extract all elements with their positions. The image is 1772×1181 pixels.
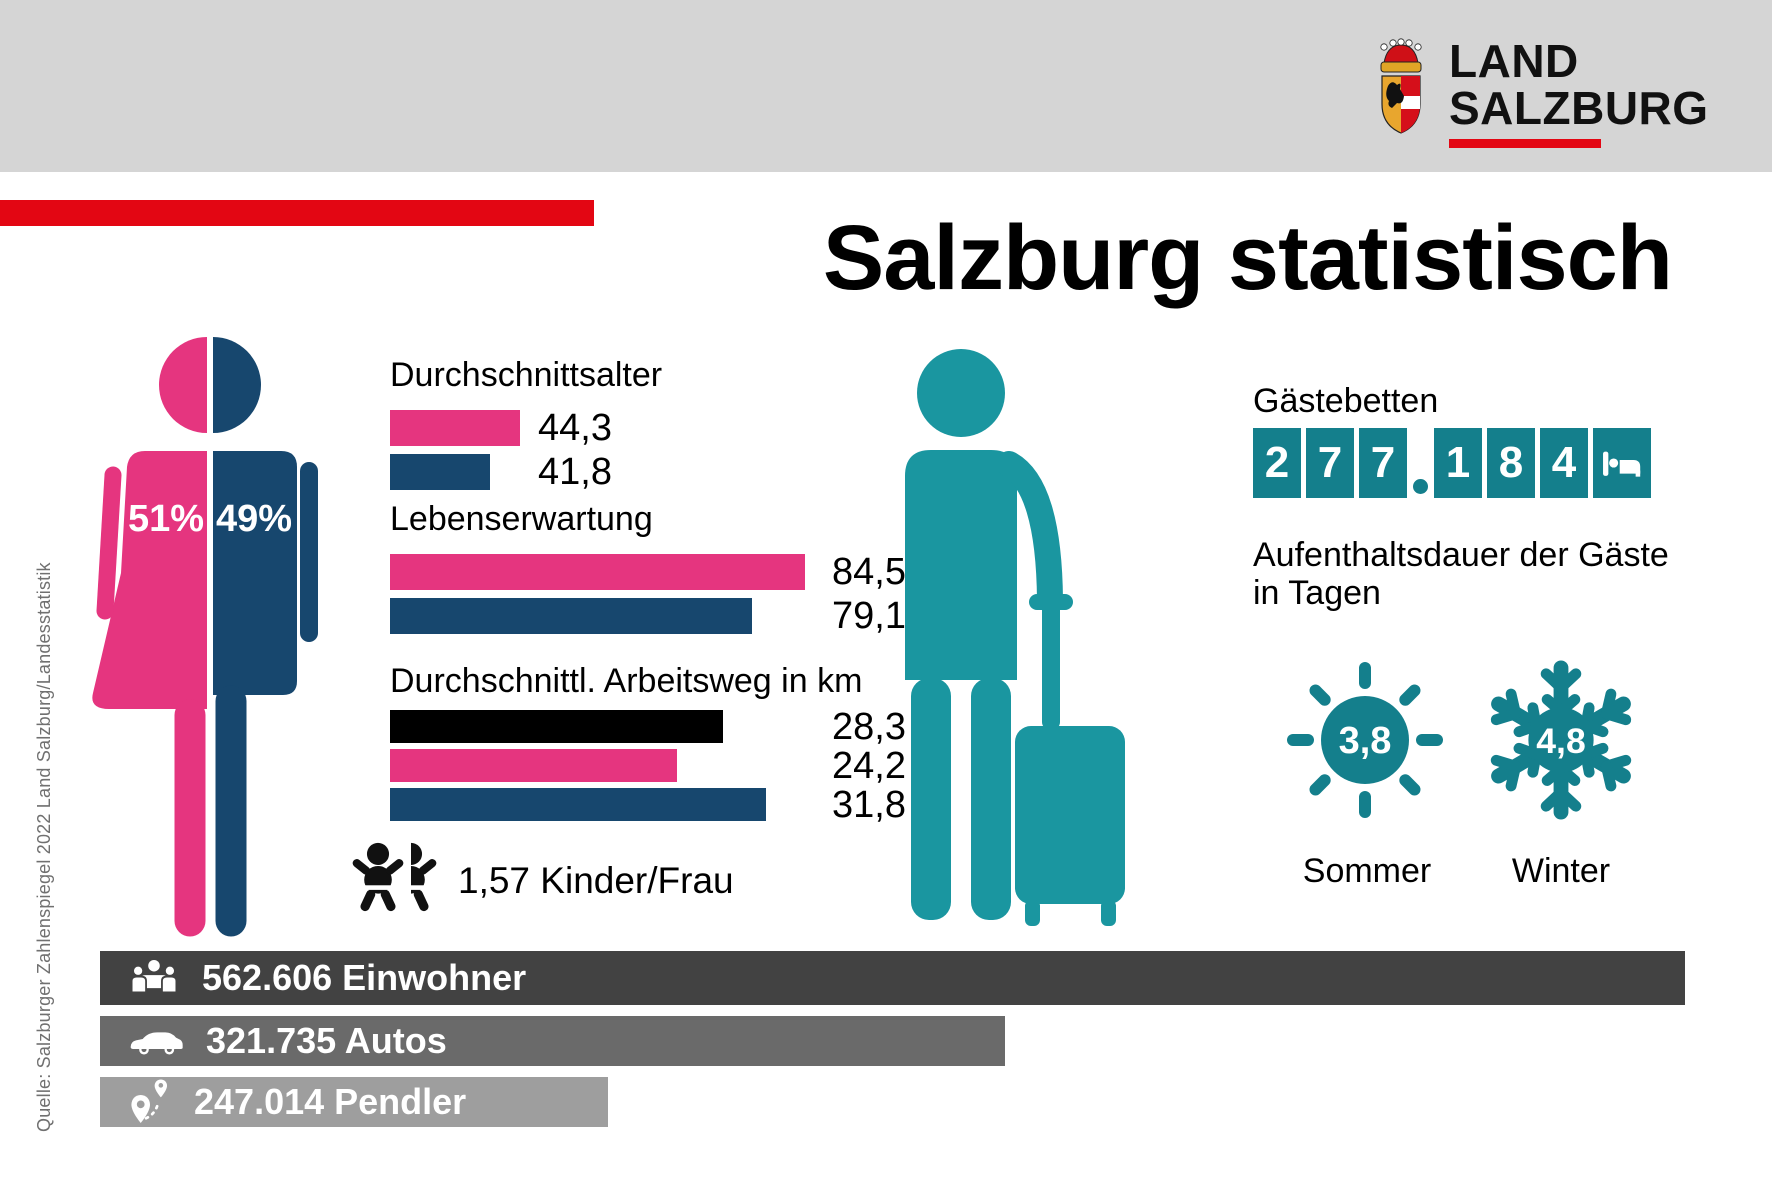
bar-female — [390, 749, 677, 782]
stay-title-line2: in Tagen — [1253, 574, 1381, 612]
salzburg-crest-icon — [1380, 38, 1422, 134]
chart-title-durchschnittsalter: Durchschnittsalter — [390, 356, 663, 394]
digit-box: 7 — [1306, 428, 1354, 498]
bar-row: 44,3 — [390, 409, 612, 447]
bed-box — [1593, 428, 1651, 498]
logo-line2: SALZBURG — [1449, 82, 1709, 134]
bar-female — [390, 554, 805, 590]
bar-value-label: 84,5 — [832, 551, 906, 593]
baby-icon — [352, 842, 404, 912]
total-label: 562.606 Einwohner — [202, 957, 527, 998]
total-bar-pendler: 247.014 Pendler — [100, 1077, 608, 1127]
bar-value-label: 79,1 — [832, 595, 906, 637]
population-figure-icon — [92, 337, 318, 937]
land-salzburg-logo: LAND SALZBURG — [1373, 38, 1709, 148]
bar-male — [390, 598, 752, 634]
guest-beds-title: Gästebetten — [1253, 382, 1439, 420]
summer-label: Sommer — [1302, 852, 1432, 890]
bar-value-label: 28,3 — [832, 705, 906, 748]
bar-row: 79,1 — [390, 597, 906, 635]
bar-row: 84,5 — [390, 553, 906, 591]
source-note: Quelle: Salzburger Zahlenspiegel 2022 La… — [34, 562, 54, 1132]
male-share-label: 49% — [216, 498, 293, 540]
logo-underline — [1449, 139, 1601, 148]
stay-duration-title: Aufenthaltsdauer der Gäste in Tagen — [1253, 536, 1669, 612]
digit-box: 1 — [1434, 428, 1482, 498]
bar-value-label: 24,2 — [832, 744, 906, 787]
bar-row: 28,3 — [390, 708, 906, 746]
bar-male — [390, 454, 490, 490]
snowflake-icon: 4,8 — [1490, 660, 1632, 820]
sun-icon: 3,8 — [1287, 662, 1443, 818]
bar-female — [390, 410, 520, 446]
bar-row: 24,2 — [390, 747, 906, 785]
bar-row: 31,8 — [390, 786, 906, 824]
total-bar-autos: 321.735 Autos — [100, 1016, 1005, 1066]
winter-label: Winter — [1511, 852, 1611, 890]
baby-half-icon — [411, 842, 438, 912]
fertility-stat: 1,57 Kinder/Frau — [352, 842, 734, 912]
winter-stay-value: 4,8 — [1536, 721, 1585, 761]
bar-row: 41,8 — [390, 453, 612, 491]
digit-box: 2 — [1253, 428, 1301, 498]
logo-line1: LAND — [1449, 35, 1579, 87]
bar-value-label: 44,3 — [538, 407, 612, 449]
car-icon — [128, 1027, 184, 1055]
summer-stay-value: 3,8 — [1339, 720, 1392, 762]
stay-title-line1: Aufenthaltsdauer der Gäste — [1253, 536, 1669, 574]
route-icon — [128, 1078, 172, 1126]
red-accent-bar — [0, 200, 594, 226]
digit-box: 7 — [1359, 428, 1407, 498]
bed-icon — [1603, 451, 1641, 477]
traveler-icon — [905, 349, 1125, 926]
chart-title-lebenserwartung: Lebenserwartung — [390, 500, 653, 538]
bar-value-label: 31,8 — [832, 783, 906, 826]
people-icon — [128, 959, 180, 997]
total-label: 247.014 Pendler — [194, 1081, 467, 1122]
chart-lebenserwartung: 84,5 79,1 — [390, 553, 906, 635]
chart-durchschnittsalter: 44,3 41,8 — [390, 409, 612, 491]
chart-arbeitsweg: 28,3 24,2 31,8 — [390, 708, 906, 824]
digit-box: 4 — [1540, 428, 1588, 498]
digit-box: 8 — [1487, 428, 1535, 498]
total-label: 321.735 Autos — [206, 1020, 447, 1061]
chart-title-arbeitsweg: Durchschnittl. Arbeitsweg in km — [390, 662, 863, 700]
bar-value-label: 41,8 — [538, 451, 612, 493]
fertility-label: 1,57 Kinder/Frau — [458, 860, 734, 901]
female-share-label: 51% — [128, 498, 205, 540]
digit-separator — [1413, 479, 1428, 494]
bar-male — [390, 788, 766, 821]
total-bar-einwohner: 562.606 Einwohner — [100, 951, 1685, 1005]
bar-total — [390, 710, 723, 743]
population-figure — [85, 333, 335, 963]
page-title: Salzburg statistisch — [822, 207, 1673, 309]
